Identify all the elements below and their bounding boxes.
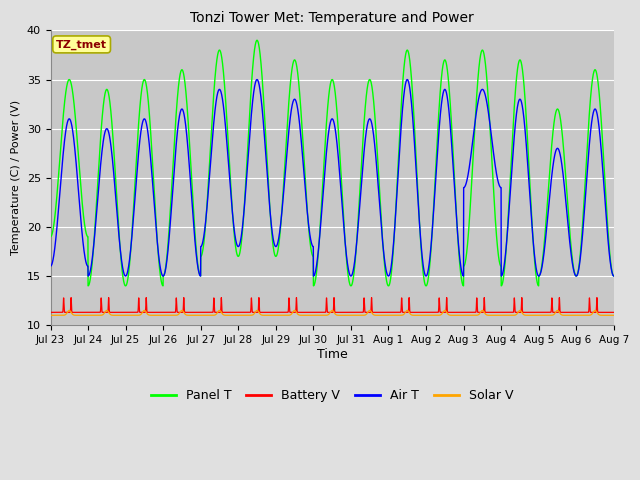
- Text: TZ_tmet: TZ_tmet: [56, 39, 107, 49]
- Title: Tonzi Tower Met: Temperature and Power: Tonzi Tower Met: Temperature and Power: [190, 11, 474, 25]
- X-axis label: Time: Time: [317, 348, 348, 360]
- Y-axis label: Temperature (C) / Power (V): Temperature (C) / Power (V): [11, 100, 21, 255]
- Legend: Panel T, Battery V, Air T, Solar V: Panel T, Battery V, Air T, Solar V: [146, 384, 518, 408]
